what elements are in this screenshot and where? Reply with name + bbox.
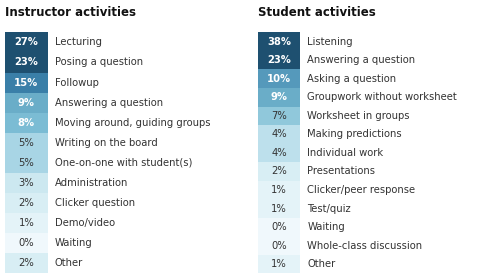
Text: Other: Other xyxy=(308,259,336,269)
Text: 9%: 9% xyxy=(18,98,35,108)
Bar xyxy=(258,162,300,181)
Text: 4%: 4% xyxy=(271,129,286,139)
Text: Presentations: Presentations xyxy=(308,167,376,176)
Bar xyxy=(258,144,300,162)
Text: 10%: 10% xyxy=(267,74,291,84)
Text: Waiting: Waiting xyxy=(308,222,345,232)
Text: 2%: 2% xyxy=(18,198,34,208)
Bar xyxy=(5,233,48,253)
Bar xyxy=(258,218,300,236)
Bar xyxy=(5,173,48,193)
Bar xyxy=(5,73,48,93)
Text: Waiting: Waiting xyxy=(55,238,92,248)
Text: Moving around, guiding groups: Moving around, guiding groups xyxy=(55,118,210,128)
Text: 7%: 7% xyxy=(271,111,287,121)
Text: 5%: 5% xyxy=(18,158,34,168)
Text: Individual work: Individual work xyxy=(308,148,384,158)
Text: Other: Other xyxy=(55,258,83,268)
Bar xyxy=(5,113,48,133)
Text: Followup: Followup xyxy=(55,78,99,88)
Bar xyxy=(258,69,300,88)
Text: 1%: 1% xyxy=(271,259,287,269)
Text: Whole-class discussion: Whole-class discussion xyxy=(308,240,422,251)
Text: Demo/video: Demo/video xyxy=(55,218,115,228)
Text: 1%: 1% xyxy=(271,203,287,213)
Text: Worksheet in groups: Worksheet in groups xyxy=(308,111,410,121)
Bar xyxy=(258,107,300,125)
Bar xyxy=(258,236,300,255)
Bar xyxy=(258,125,300,144)
Text: 0%: 0% xyxy=(18,238,34,248)
Text: Making predictions: Making predictions xyxy=(308,129,402,139)
Text: 2%: 2% xyxy=(271,167,287,176)
Bar xyxy=(5,32,48,52)
Text: 23%: 23% xyxy=(267,55,291,65)
Bar xyxy=(258,51,300,69)
Text: 0%: 0% xyxy=(271,240,286,251)
Text: Student activities: Student activities xyxy=(258,6,375,19)
Text: Test/quiz: Test/quiz xyxy=(308,203,351,213)
Text: 5%: 5% xyxy=(18,138,34,148)
Bar xyxy=(5,153,48,173)
Text: 0%: 0% xyxy=(271,222,286,232)
Bar xyxy=(5,52,48,73)
Bar xyxy=(5,253,48,273)
Text: 23%: 23% xyxy=(14,57,38,68)
Bar xyxy=(258,32,300,51)
Text: 38%: 38% xyxy=(267,37,291,47)
Bar xyxy=(5,193,48,213)
Text: One-on-one with student(s): One-on-one with student(s) xyxy=(55,158,192,168)
Text: 27%: 27% xyxy=(14,37,38,47)
Text: 3%: 3% xyxy=(18,178,34,188)
Text: Posing a question: Posing a question xyxy=(55,57,143,68)
Text: Administration: Administration xyxy=(55,178,128,188)
Text: Answering a question: Answering a question xyxy=(55,98,163,108)
Bar xyxy=(258,88,300,107)
Text: Lecturing: Lecturing xyxy=(55,37,102,47)
Bar xyxy=(258,199,300,218)
Text: Instructor activities: Instructor activities xyxy=(5,6,136,19)
Text: 2%: 2% xyxy=(18,258,34,268)
Text: 8%: 8% xyxy=(18,118,35,128)
Bar xyxy=(5,213,48,233)
Bar xyxy=(258,255,300,273)
Text: 1%: 1% xyxy=(18,218,34,228)
Bar xyxy=(258,181,300,199)
Text: 1%: 1% xyxy=(271,185,287,195)
Text: Writing on the board: Writing on the board xyxy=(55,138,158,148)
Text: Asking a question: Asking a question xyxy=(308,74,396,84)
Text: 9%: 9% xyxy=(270,92,287,102)
Text: 15%: 15% xyxy=(14,78,38,88)
Text: Listening: Listening xyxy=(308,37,353,47)
Bar xyxy=(5,133,48,153)
Text: 4%: 4% xyxy=(271,148,286,158)
Bar xyxy=(5,93,48,113)
Text: Clicker question: Clicker question xyxy=(55,198,135,208)
Text: Groupwork without worksheet: Groupwork without worksheet xyxy=(308,92,457,102)
Text: Answering a question: Answering a question xyxy=(308,55,416,65)
Text: Clicker/peer response: Clicker/peer response xyxy=(308,185,416,195)
